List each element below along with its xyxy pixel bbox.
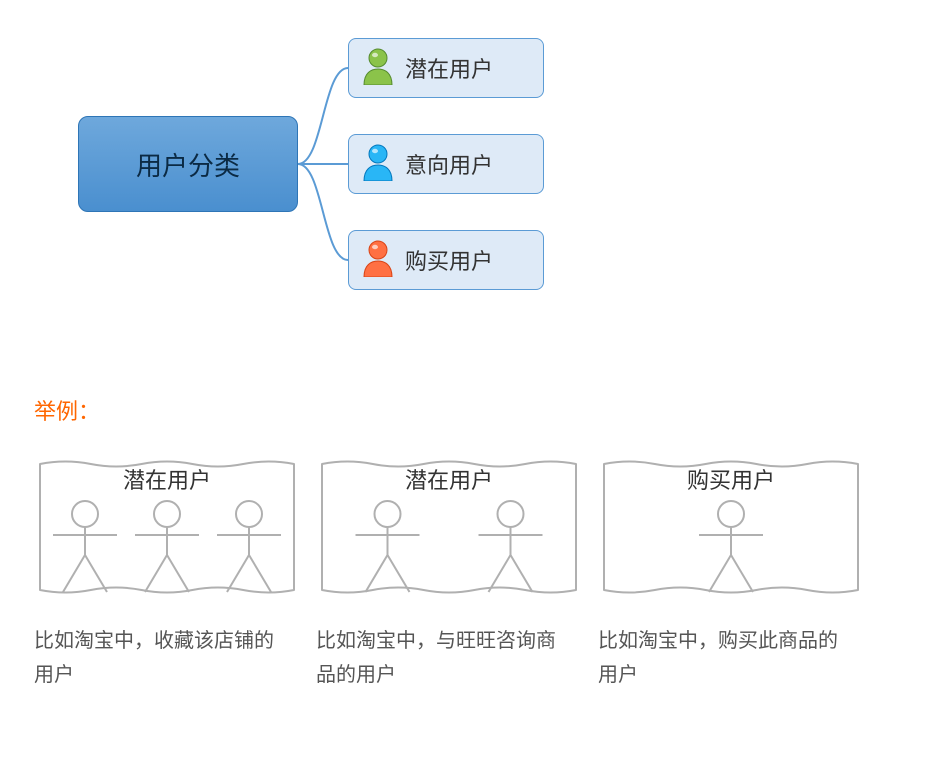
example-card-caption: 比如淘宝中，购买此商品的用户 xyxy=(598,624,844,692)
example-card-caption: 比如淘宝中，与旺旺咨询商品的用户 xyxy=(316,624,562,692)
example-card-caption: 比如淘宝中，收藏该店铺的用户 xyxy=(34,624,280,692)
tree-child-label: 意向用户 xyxy=(405,148,493,180)
tree-root-label: 用户分类 xyxy=(136,146,240,183)
example-card: 购买用户 xyxy=(598,452,864,602)
tree-child: 购买用户 xyxy=(348,230,544,290)
tree-child-label: 潜在用户 xyxy=(405,52,493,84)
diagram-canvas: 用户分类 潜在用户 意向用户 购买用户举例： 潜在用户 xyxy=(0,0,946,766)
person-icon xyxy=(361,47,395,85)
example-card: 潜在用户 xyxy=(34,452,300,602)
tree-child-label: 购买用户 xyxy=(405,244,493,276)
person-icon xyxy=(361,47,395,90)
person-icon xyxy=(361,143,395,186)
tree-root: 用户分类 xyxy=(78,116,298,212)
example-heading: 举例： xyxy=(34,394,100,426)
person-icon xyxy=(361,239,395,282)
example-card: 潜在用户 xyxy=(316,452,582,602)
person-icon xyxy=(361,143,395,181)
example-card-title: 潜在用户 xyxy=(123,468,211,493)
tree-child: 潜在用户 xyxy=(348,38,544,98)
example-card-title: 购买用户 xyxy=(687,468,775,493)
person-icon xyxy=(361,239,395,277)
tree-child: 意向用户 xyxy=(348,134,544,194)
example-card-title: 潜在用户 xyxy=(405,468,493,493)
